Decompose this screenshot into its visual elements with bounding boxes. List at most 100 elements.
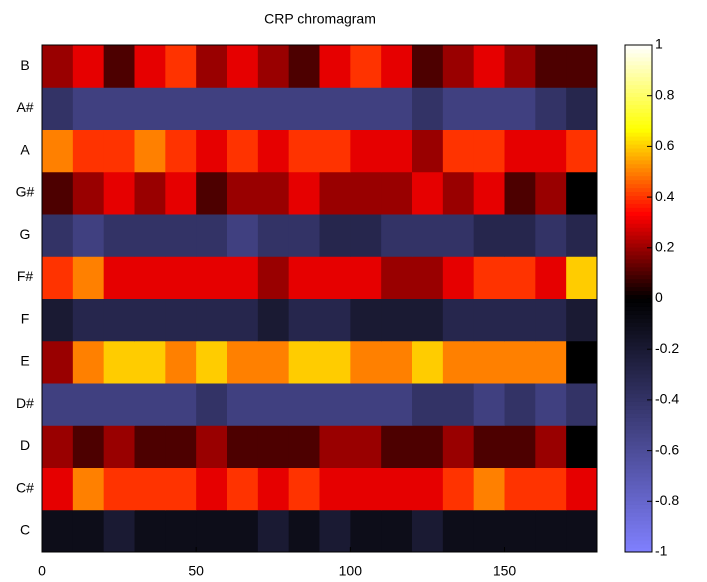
heatmap-cell — [134, 129, 166, 173]
colorbar-tick-label: -0.2 — [655, 340, 679, 356]
heatmap-cell — [227, 509, 259, 553]
colorbar-slice — [625, 369, 652, 375]
colorbar-slice — [625, 361, 652, 367]
heatmap-cell — [442, 298, 475, 342]
colorbar-tick-label: 0 — [655, 289, 663, 305]
heatmap-cell — [134, 425, 166, 468]
y-tick-label: F# — [17, 268, 34, 284]
heatmap-cell — [72, 45, 105, 88]
heatmap-cell — [42, 298, 74, 342]
heatmap-cell — [134, 256, 166, 299]
heatmap-cell — [103, 171, 135, 215]
heatmap-cell — [165, 298, 197, 342]
colorbar-slice — [625, 56, 652, 62]
heatmap-cell — [257, 45, 290, 88]
colorbar-slice — [625, 373, 652, 379]
heatmap-cell — [381, 425, 413, 468]
heatmap-cell — [473, 383, 505, 426]
heatmap-cell — [350, 383, 382, 426]
heatmap-cell — [288, 467, 320, 511]
heatmap-cell — [535, 509, 567, 553]
heatmap-cell — [319, 214, 351, 257]
heatmap-cell — [103, 129, 135, 173]
heatmap-cell — [165, 425, 197, 468]
heatmap-cell — [103, 256, 135, 299]
colorbar-slice — [625, 318, 652, 323]
colorbar-slice — [625, 219, 652, 224]
colorbar-slice — [625, 290, 652, 296]
colorbar-slice — [625, 342, 652, 347]
colorbar-slice — [625, 187, 652, 193]
heatmap-cell — [412, 256, 444, 299]
colorbar-slice — [625, 203, 652, 208]
heatmap-cell — [227, 383, 259, 426]
colorbar-slice — [625, 183, 652, 189]
heatmap-cell — [196, 467, 228, 511]
colorbar-slice — [625, 92, 652, 97]
heatmap-cell — [442, 425, 475, 468]
heatmap-cell — [196, 340, 228, 384]
colorbar-slice — [625, 401, 652, 406]
heatmap-cell — [196, 425, 228, 468]
colorbar-slice — [625, 334, 652, 339]
colorbar-slice — [625, 480, 652, 486]
heatmap-cell — [72, 214, 105, 257]
heatmap-cell — [165, 214, 197, 257]
heatmap-cell — [72, 87, 105, 130]
colorbar-slice — [625, 500, 652, 505]
colorbar-slice — [625, 536, 652, 541]
colorbar-slice — [625, 155, 652, 161]
heatmap-cell — [165, 87, 197, 130]
colorbar-slice — [625, 488, 652, 494]
heatmap-cell — [196, 87, 228, 130]
colorbar-slice — [625, 60, 652, 66]
heatmap-cell — [381, 171, 413, 215]
colorbar-slice — [625, 532, 652, 537]
colorbar-slice — [625, 452, 652, 458]
colorbar-slice — [625, 235, 652, 240]
heatmap-cell — [257, 383, 290, 426]
heatmap-cell — [535, 45, 567, 88]
heatmap-cell — [196, 45, 228, 88]
heatmap-cell — [288, 509, 320, 553]
colorbar-slice — [625, 128, 652, 133]
heatmap-cell — [72, 298, 105, 342]
heatmap-cell — [319, 425, 351, 468]
heatmap-cell — [442, 340, 475, 384]
heatmap-cell — [42, 383, 74, 426]
colorbar-slice — [625, 322, 652, 327]
colorbar-slice — [625, 163, 652, 169]
heatmap-cell — [319, 467, 351, 511]
colorbar-slice — [625, 72, 652, 78]
heatmap-cell — [227, 256, 259, 299]
colorbar-slice — [625, 377, 652, 383]
heatmap-cell — [381, 256, 413, 299]
heatmap-cell — [319, 129, 351, 173]
colorbar-slice — [625, 385, 652, 391]
heatmap-cell — [103, 467, 135, 511]
colorbar-slice — [625, 421, 652, 426]
heatmap-cell — [566, 87, 598, 130]
heatmap-cell — [412, 298, 444, 342]
heatmap-cell — [72, 509, 105, 553]
heatmap-cell — [134, 467, 166, 511]
heatmap-cell — [473, 45, 505, 88]
heatmap-cell — [412, 171, 444, 215]
heatmap-cell — [350, 214, 382, 257]
heatmap-cell — [442, 171, 475, 215]
x-tick-label: 50 — [188, 563, 204, 579]
colorbar-slice — [625, 496, 652, 502]
heatmap-cell — [257, 214, 290, 257]
colorbar-slice — [625, 397, 652, 402]
heatmap-cell — [227, 87, 259, 130]
colorbar-tick-label: 1 — [655, 36, 663, 52]
heatmap-cell — [412, 467, 444, 511]
colorbar-slice — [625, 512, 652, 517]
heatmap-cell — [196, 256, 228, 299]
heatmap-cell — [103, 383, 135, 426]
heatmap-cell — [288, 298, 320, 342]
heatmap-cell — [288, 256, 320, 299]
colorbar-slice — [625, 45, 652, 50]
colorbar-tick-label: 0.4 — [655, 188, 675, 204]
heatmap-cell — [134, 171, 166, 215]
